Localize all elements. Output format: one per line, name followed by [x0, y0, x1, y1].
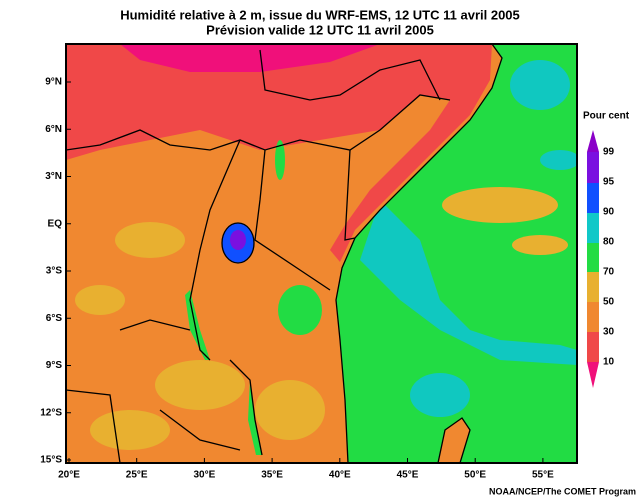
- legend-label: 99: [603, 147, 615, 158]
- humidity-field: [66, 44, 577, 463]
- legend-title: Pour cent: [583, 111, 630, 122]
- map-frame: [65, 43, 578, 464]
- title-line: Prévision valide 12 UTC 11 avril 2005: [206, 22, 434, 37]
- lat-label: 12°S: [40, 407, 62, 418]
- lat-label: 3°S: [46, 266, 63, 277]
- colorbar: Pour cent: [583, 111, 630, 388]
- legend-label: 10: [603, 357, 615, 368]
- lat-label: 15°S: [40, 455, 62, 466]
- legend-label: 50: [603, 297, 615, 308]
- lat-label: EQ: [48, 218, 63, 229]
- legend-label: 80: [603, 237, 615, 248]
- lon-label: 30°E: [194, 470, 216, 481]
- lat-label: 6°S: [46, 313, 63, 324]
- lon-label: 35°E: [261, 470, 283, 481]
- credit: NOAA/NCEP/The COMET Program: [489, 486, 636, 496]
- lon-label: 55°E: [532, 470, 554, 481]
- lon-label: 50°E: [464, 470, 486, 481]
- borders: [66, 44, 503, 463]
- lat-label: 3°N: [45, 171, 62, 182]
- lon-label: 40°E: [329, 470, 351, 481]
- lat-label: 9°S: [46, 360, 63, 371]
- legend-label: 95: [603, 177, 615, 188]
- title-line: Humidité relative à 2 m, issue du WRF-EM…: [120, 7, 520, 22]
- legend-label: 30: [603, 327, 615, 338]
- lat-label: 9°N: [45, 77, 62, 88]
- legend-label: 70: [603, 267, 615, 278]
- lon-label: 20°E: [58, 470, 80, 481]
- legend-label: 90: [603, 207, 615, 218]
- lon-label: 25°E: [126, 470, 148, 481]
- lon-label: 45°E: [397, 470, 419, 481]
- lat-label: 6°N: [45, 124, 62, 135]
